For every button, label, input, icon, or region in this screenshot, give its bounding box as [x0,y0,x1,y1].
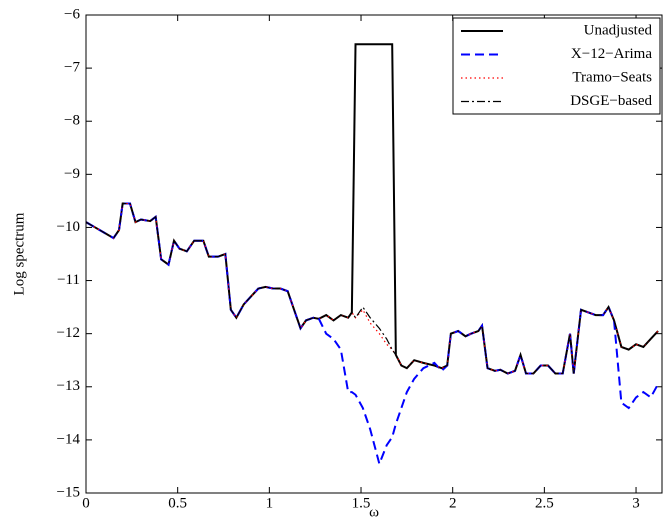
x-tick-label: 3 [632,495,640,511]
x-tick-label: 0.5 [168,495,187,511]
y-tick-label: −6 [64,6,80,22]
y-tick-label: −11 [57,272,80,288]
x-tick-label: 0 [82,495,90,511]
y-tick-label: −15 [57,484,80,500]
y-axis-label: Log spectrum [11,212,27,295]
x-tick-label: 2.5 [535,495,554,511]
x-tick-label: 2 [449,495,457,511]
plot-frame [85,14,663,494]
y-tick-label: −12 [57,325,80,341]
y-tick-label: −13 [57,378,80,394]
x-tick-label: 1 [266,495,274,511]
legend-label: Unadjusted [584,22,653,38]
legend-label: Tramo−Seats [572,69,652,85]
y-tick-label: −10 [57,219,80,235]
y-tick-label: −8 [64,113,80,129]
y-tick-label: −14 [57,431,81,447]
legend-box [452,17,661,115]
legend-label: DSGE−based [570,93,652,109]
series-line [85,202,659,375]
x-axis-label: ω [369,504,379,520]
x-tick-label: 1.5 [352,495,371,511]
y-tick-label: −9 [64,166,80,182]
series-line [85,202,659,467]
y-tick-label: −7 [64,60,80,76]
legend-label: X−12−Arima [571,46,652,62]
